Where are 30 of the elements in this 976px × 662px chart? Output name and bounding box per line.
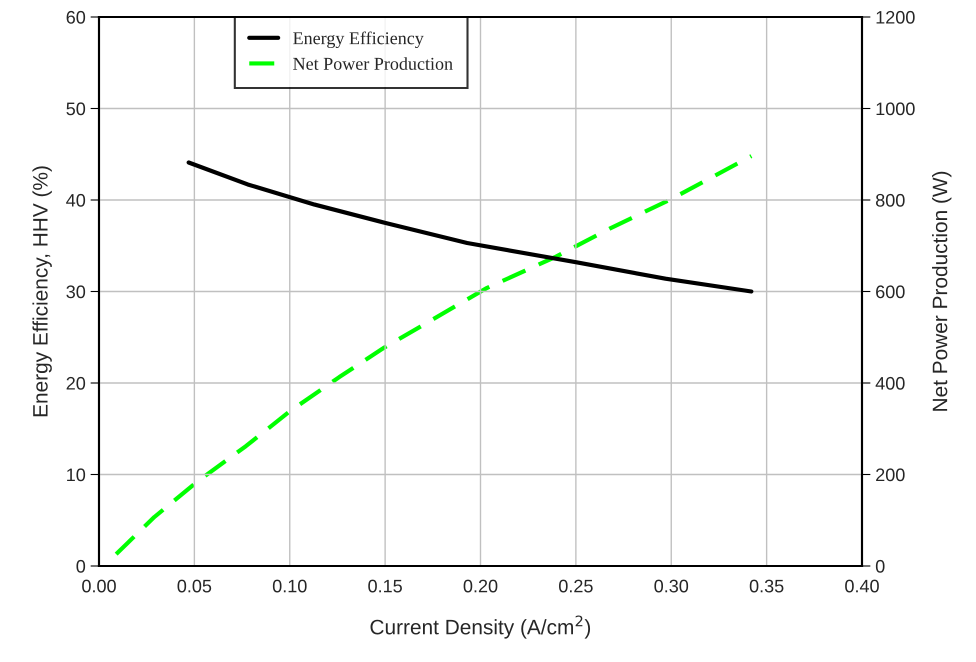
x-tick-label: 0.30 <box>654 580 688 592</box>
x-tick-label: 0.05 <box>178 580 212 592</box>
x-tick-label: 0.35 <box>750 580 784 592</box>
x-tick-label: 0.20 <box>464 580 498 592</box>
y-tick-label: 20 <box>66 376 86 390</box>
y-tick-label: 0 <box>76 560 86 573</box>
line-series <box>186 160 754 294</box>
y2-tick-label: 200 <box>876 468 905 482</box>
y2-tick-label: 1200 <box>876 10 915 24</box>
y-axis-title: Energy Efficiency, HHV (%) <box>32 166 52 416</box>
y2-tick-label: 0 <box>876 560 885 573</box>
x-tick-label: 0.00 <box>82 580 116 592</box>
legend-label: Net Power Production <box>293 57 453 70</box>
y-tick-label: 40 <box>66 194 86 207</box>
y-tick-label: 50 <box>66 102 86 116</box>
x-axis-title: Current Density (A/cm$^{2}$) <box>370 615 590 639</box>
x-tick-label: 0.15 <box>368 580 402 592</box>
y-tick-label: 30 <box>66 285 86 298</box>
line-series <box>114 154 754 556</box>
y2-tick-label: 400 <box>876 376 905 390</box>
x-tick-label: 0.10 <box>272 580 307 592</box>
legend-label: Energy Efficiency <box>293 31 424 48</box>
y-tick-label: 60 <box>66 10 86 24</box>
y2-tick-label: 600 <box>876 285 905 298</box>
y2-tick-label: 800 <box>876 194 905 207</box>
x-tick-label: 0.25 <box>559 580 593 592</box>
y2-axis-title: Net Power Production (W) <box>932 172 952 411</box>
y-tick-label: 10 <box>67 468 86 482</box>
y2-tick-label: 1000 <box>876 102 915 116</box>
x-tick-label: 0.40 <box>845 580 879 592</box>
